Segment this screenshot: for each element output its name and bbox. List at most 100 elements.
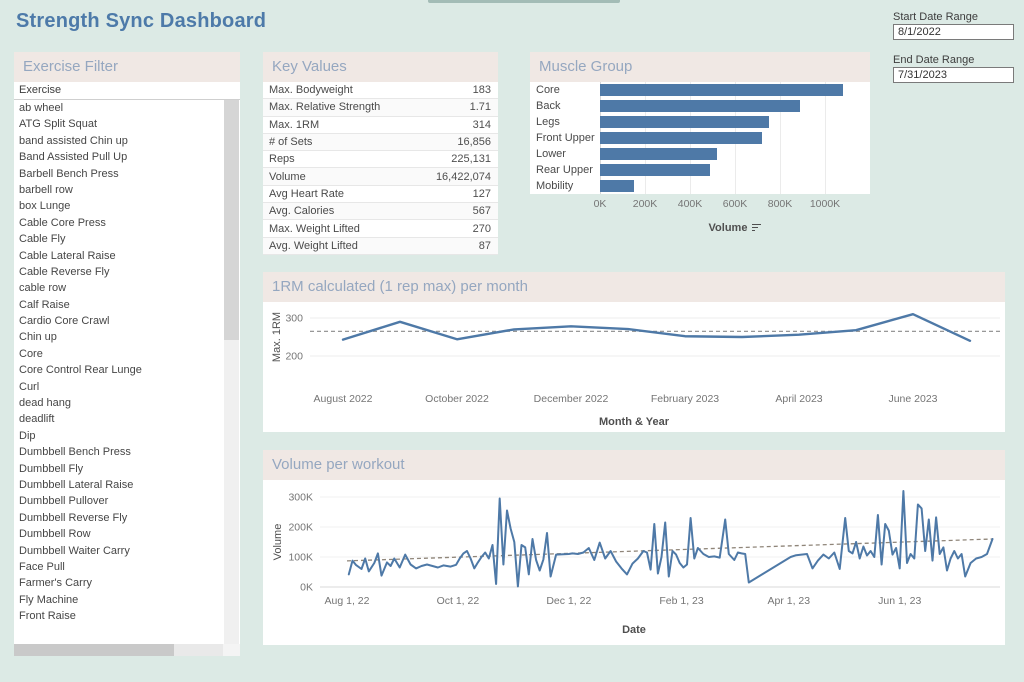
start-date-input[interactable] [893, 24, 1014, 40]
exercise-list-item[interactable]: Cardio Core Crawl [19, 315, 110, 328]
exercise-list-item[interactable]: Dumbbell Lateral Raise [19, 478, 134, 491]
exercise-list-horizontal-scrollbar[interactable] [14, 644, 223, 656]
end-date-input[interactable] [893, 67, 1014, 83]
rm-line-chart[interactable]: 300 200 August 2022 October 2022 December 20… [263, 302, 1005, 432]
rm-chart-panel: 1RM calculated (1 rep max) per month 300… [263, 272, 1005, 432]
muscle-group-category-label: Legs [536, 116, 560, 128]
muscle-group-category-label: Lower [536, 148, 566, 160]
exercise-list-item[interactable]: Band Assisted Pull Up [19, 151, 128, 164]
volume-chart-title: Volume per workout [263, 450, 1005, 480]
exercise-filter-title: Exercise Filter [14, 52, 240, 82]
y-tick-label: 300K [288, 492, 313, 504]
exercise-list-item[interactable]: box Lunge [19, 200, 71, 213]
x-tick-label: Aug 1, 22 [325, 595, 370, 607]
exercise-list-item[interactable]: Dumbbell Fly [19, 462, 84, 475]
exercise-list-item[interactable]: Chin up [19, 331, 57, 344]
exercise-list-item[interactable]: Dumbbell Pullover [19, 495, 109, 508]
exercise-list-field-header[interactable]: Exercise [14, 82, 240, 100]
x-tick-label: Dec 1, 22 [546, 595, 591, 607]
muscle-group-bar[interactable] [600, 164, 711, 176]
key-value-label: Avg Heart Rate [269, 187, 345, 200]
key-values-panel: Key Values Max. Bodyweight 183 Max. Relati… [263, 52, 498, 255]
x-tick-label: April 2023 [775, 393, 822, 405]
volume-series-line[interactable] [347, 490, 994, 588]
muscle-group-bar[interactable] [600, 148, 717, 160]
muscle-group-bar[interactable] [600, 116, 769, 128]
muscle-group-row: Rear Upper [530, 162, 870, 178]
exercise-list-item[interactable]: Cable Core Press [19, 216, 106, 229]
x-tick-label: Jun 1, 23 [878, 595, 921, 607]
exercise-list-item[interactable]: Dumbbell Row [19, 528, 91, 541]
muscle-group-bar[interactable] [600, 84, 843, 96]
exercise-list-item[interactable]: barbell row [19, 183, 73, 196]
volume-axis-label: Volume [708, 222, 748, 234]
exercise-list-item[interactable]: Cable Fly [19, 233, 66, 246]
exercise-list-items: ab wheel ATG Split Squat band assisted Chi… [14, 100, 224, 644]
key-value-label: # of Sets [269, 136, 313, 149]
exercise-list-item[interactable]: cable row [19, 282, 67, 295]
key-value-label: Max. Bodyweight [269, 84, 353, 97]
muscle-group-category-label: Front Upper [536, 132, 595, 144]
gridline [780, 82, 781, 194]
key-value-row: Max. Weight Lifted 270 [263, 220, 498, 238]
exercise-list-item[interactable]: Front Raise [19, 610, 76, 623]
rm-series-line[interactable] [341, 312, 972, 342]
key-value-number: 127 [472, 187, 491, 200]
rm-y-axis-title: Max. 1RM [271, 311, 283, 363]
key-value-number: 225,131 [451, 153, 491, 166]
muscle-group-panel: Muscle Group Core Back Legs Front Upper Lowe… [530, 52, 870, 242]
volume-y-axis-title: Volume [272, 523, 284, 561]
exercise-list-item[interactable]: Cable Lateral Raise [19, 249, 116, 262]
key-value-row: Max. Bodyweight 183 [263, 82, 498, 100]
horizontal-scrollbar-thumb[interactable] [14, 644, 174, 656]
muscle-group-bar[interactable] [600, 100, 801, 112]
muscle-group-bar[interactable] [600, 180, 634, 192]
exercise-list-item[interactable]: Farmer's Carry [19, 577, 92, 590]
rm-x-axis-title: Month & Year [598, 416, 670, 428]
key-value-row: Max. 1RM 314 [263, 117, 498, 134]
exercise-list-item[interactable]: Dumbbell Bench Press [19, 446, 131, 459]
exercise-list-item[interactable]: Face Pull [19, 560, 65, 573]
exercise-list-item[interactable]: Cable Reverse Fly [19, 265, 110, 278]
sort-descending-icon[interactable] [752, 223, 762, 233]
volume-line-chart[interactable]: 300K 200K 100K 0K Aug 1, 22 Oct 1, 22 Dec 1, 2… [263, 480, 1005, 645]
x-tick-label: 400K [677, 198, 703, 210]
exercise-list-item[interactable]: Fly Machine [19, 593, 79, 606]
volume-chart-area: 300K 200K 100K 0K Aug 1, 22 Oct 1, 22 Dec 1, 2… [263, 480, 1005, 645]
key-value-row: Avg. Weight Lifted 87 [263, 238, 498, 255]
x-tick-label: June 2023 [888, 393, 937, 405]
exercise-list-item[interactable]: band assisted Chin up [19, 134, 128, 147]
exercise-list-item[interactable]: ab wheel [19, 102, 64, 114]
rm-chart-title: 1RM calculated (1 rep max) per month [263, 272, 1005, 302]
key-value-row: Max. Relative Strength 1.71 [263, 99, 498, 117]
exercise-list-item[interactable]: deadlift [19, 413, 55, 426]
exercise-list-item[interactable]: Dumbbell Reverse Fly [19, 511, 128, 524]
exercise-list-vertical-scrollbar[interactable] [224, 100, 239, 644]
volume-chart-panel: Volume per workout 300K 200K 100K 0K Aug 1, … [263, 450, 1005, 645]
x-tick-label: Oct 1, 22 [437, 595, 480, 607]
muscle-group-x-axis-title: Volume [670, 222, 800, 234]
y-tick-label: 200K [288, 522, 313, 534]
exercise-list-item[interactable]: dead hang [19, 397, 71, 410]
exercise-list-item[interactable]: Barbell Bench Press [19, 167, 119, 180]
x-tick-label: August 2022 [314, 393, 373, 405]
exercise-list-item[interactable]: Curl [19, 380, 40, 393]
muscle-group-bar[interactable] [600, 132, 762, 144]
start-date-label: Start Date Range [893, 11, 978, 23]
exercise-list-item[interactable]: Calf Raise [19, 298, 70, 311]
exercise-list-item[interactable]: Dumbbell Waiter Carry [19, 544, 130, 557]
y-tick-label: 300 [285, 313, 303, 325]
exercise-list-item[interactable]: Core [19, 347, 43, 360]
exercise-list-item[interactable]: ATG Split Squat [19, 118, 98, 131]
muscle-group-row: Legs [530, 114, 870, 130]
key-values-table: Max. Bodyweight 183 Max. Relative Strength… [263, 82, 498, 255]
key-value-label: Max. Relative Strength [269, 101, 381, 114]
exercise-list-item[interactable]: Dip [19, 429, 36, 442]
vertical-scrollbar-thumb[interactable] [224, 100, 239, 340]
y-tick-label: 200 [285, 351, 303, 363]
key-value-label: Max. 1RM [269, 118, 320, 131]
x-tick-label: 1000K [809, 198, 841, 210]
key-value-label: Avg. Weight Lifted [269, 239, 358, 252]
x-tick-label: December 2022 [534, 393, 609, 405]
exercise-list-item[interactable]: Core Control Rear Lunge [19, 364, 142, 377]
